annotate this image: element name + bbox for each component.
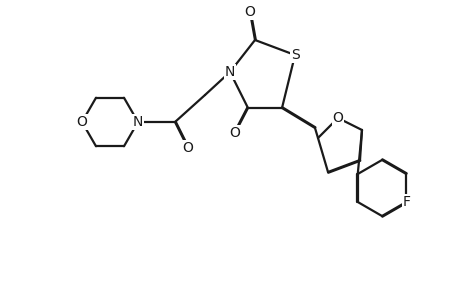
Text: O: O bbox=[182, 141, 193, 155]
Text: O: O bbox=[244, 5, 255, 19]
Text: O: O bbox=[229, 126, 240, 140]
Text: O: O bbox=[332, 111, 343, 125]
Text: N: N bbox=[224, 65, 235, 79]
Text: F: F bbox=[401, 195, 409, 209]
Text: N: N bbox=[133, 115, 143, 129]
Text: S: S bbox=[290, 48, 299, 62]
Text: O: O bbox=[76, 115, 87, 129]
